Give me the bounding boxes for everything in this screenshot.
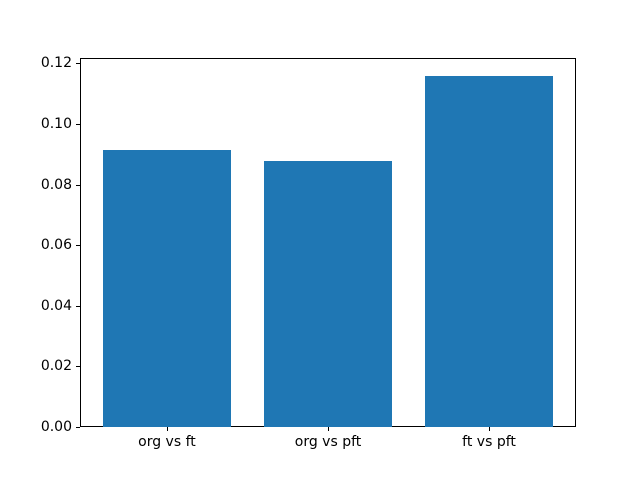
- x-tick-mark: [489, 427, 491, 431]
- bar-ft-vs-pft: [424, 75, 554, 427]
- bar-org-vs-ft: [102, 149, 232, 427]
- bars: [80, 58, 576, 427]
- y-tick-mark: [76, 305, 80, 307]
- x-tick-mark: [166, 427, 168, 431]
- y-tick-mark: [76, 63, 80, 65]
- y-tick-mark: [76, 366, 80, 368]
- y-tick-label: 0.02: [40, 358, 72, 375]
- y-tick-label: 0.04: [40, 297, 72, 314]
- y-tick-mark: [76, 184, 80, 186]
- x-tick-label: org vs pft: [294, 434, 362, 450]
- y-tick-label: 0.00: [40, 419, 72, 435]
- y-tick-mark: [76, 245, 80, 247]
- y-tick-label: 0.10: [40, 116, 72, 133]
- bar-org-vs-pft: [263, 161, 393, 427]
- x-tick-mark: [328, 427, 329, 431]
- x-tick-label: ft vs pft: [462, 434, 516, 450]
- x-tick-label: org vs ft: [138, 434, 196, 450]
- y-tick-mark: [76, 124, 80, 126]
- y-tick-label: 0.12: [40, 55, 72, 72]
- y-tick-mark: [76, 427, 80, 428]
- y-tick-label: 0.08: [40, 176, 72, 193]
- y-tick-label: 0.06: [40, 237, 72, 254]
